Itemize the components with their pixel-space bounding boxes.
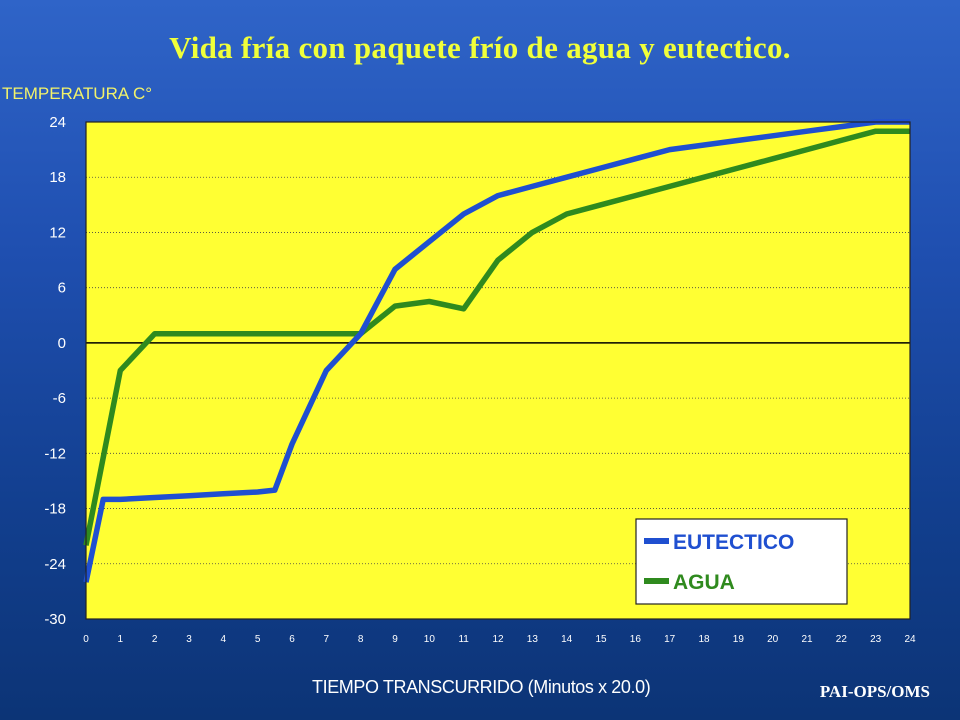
x-tick-label: 0 bbox=[83, 634, 89, 645]
x-tick-label: 15 bbox=[595, 634, 607, 645]
x-tick-label: 7 bbox=[324, 634, 330, 645]
x-tick-label: 23 bbox=[870, 634, 882, 645]
y-tick-label: -24 bbox=[44, 556, 66, 573]
x-axis-label: TIEMPO TRANSCURRIDO (Minutos x 20.0) bbox=[312, 677, 651, 697]
gridlines bbox=[86, 176, 910, 565]
x-tick-label: 18 bbox=[698, 634, 710, 645]
x-tick-label: 20 bbox=[767, 634, 779, 645]
y-tick-label: -18 bbox=[44, 501, 66, 518]
x-tick-label: 11 bbox=[458, 634, 469, 645]
x-tick-label: 8 bbox=[358, 634, 364, 645]
legend-label: AGUA bbox=[673, 571, 735, 594]
legend-box bbox=[635, 518, 848, 605]
x-tick-label: 13 bbox=[527, 634, 539, 645]
x-tick-label: 2 bbox=[152, 634, 158, 645]
chart-title: Vida fría con paquete frío de agua y eut… bbox=[169, 30, 791, 65]
y-tick-label: 0 bbox=[58, 335, 66, 352]
y-tick-label: 6 bbox=[58, 280, 66, 297]
y-tick-label: 12 bbox=[49, 224, 66, 241]
x-tick-label: 6 bbox=[289, 634, 295, 645]
credit-text: PAI-OPS/OMS bbox=[819, 682, 930, 701]
x-tick-label: 4 bbox=[221, 634, 227, 645]
legend: EUTECTICO AGUA bbox=[635, 518, 848, 605]
y-tick-label: 18 bbox=[49, 169, 66, 186]
series-line-agua bbox=[83, 128, 910, 546]
x-tick-label: 24 bbox=[904, 634, 916, 645]
x-tick-labels: 0 1 2 3 4 5 6 7 8 9 10 11 12 13 14 15 16 17 18 19 20 21 22 23 24 bbox=[83, 634, 916, 645]
y-tick-label: -30 bbox=[44, 611, 66, 628]
y-tick-label: -12 bbox=[44, 445, 66, 462]
x-tick-label: 17 bbox=[664, 634, 676, 645]
x-tick-label: 21 bbox=[801, 634, 813, 645]
x-tick-label: 10 bbox=[424, 634, 436, 645]
x-tick-label: 14 bbox=[561, 634, 573, 645]
legend-label: EUTECTICO bbox=[673, 531, 794, 554]
x-tick-label: 16 bbox=[630, 634, 642, 645]
y-tick-label: 24 bbox=[49, 114, 66, 131]
x-tick-label: 3 bbox=[186, 634, 192, 645]
y-tick-label: -6 bbox=[53, 390, 66, 407]
x-tick-label: 9 bbox=[392, 634, 398, 645]
x-tick-label: 22 bbox=[836, 634, 848, 645]
x-tick-label: 19 bbox=[733, 634, 745, 645]
y-tick-labels: 24 18 12 6 0 -6 -12 -18 -24 -30 bbox=[44, 114, 66, 628]
series-line-eutectico bbox=[83, 119, 910, 583]
series-group bbox=[83, 119, 910, 583]
plot-border bbox=[85, 121, 911, 620]
x-tick-label: 5 bbox=[255, 634, 261, 645]
x-tick-label: 12 bbox=[492, 634, 504, 645]
y-axis-label: TEMPERATURA C° bbox=[2, 84, 153, 103]
x-tick-label: 1 bbox=[118, 634, 124, 645]
